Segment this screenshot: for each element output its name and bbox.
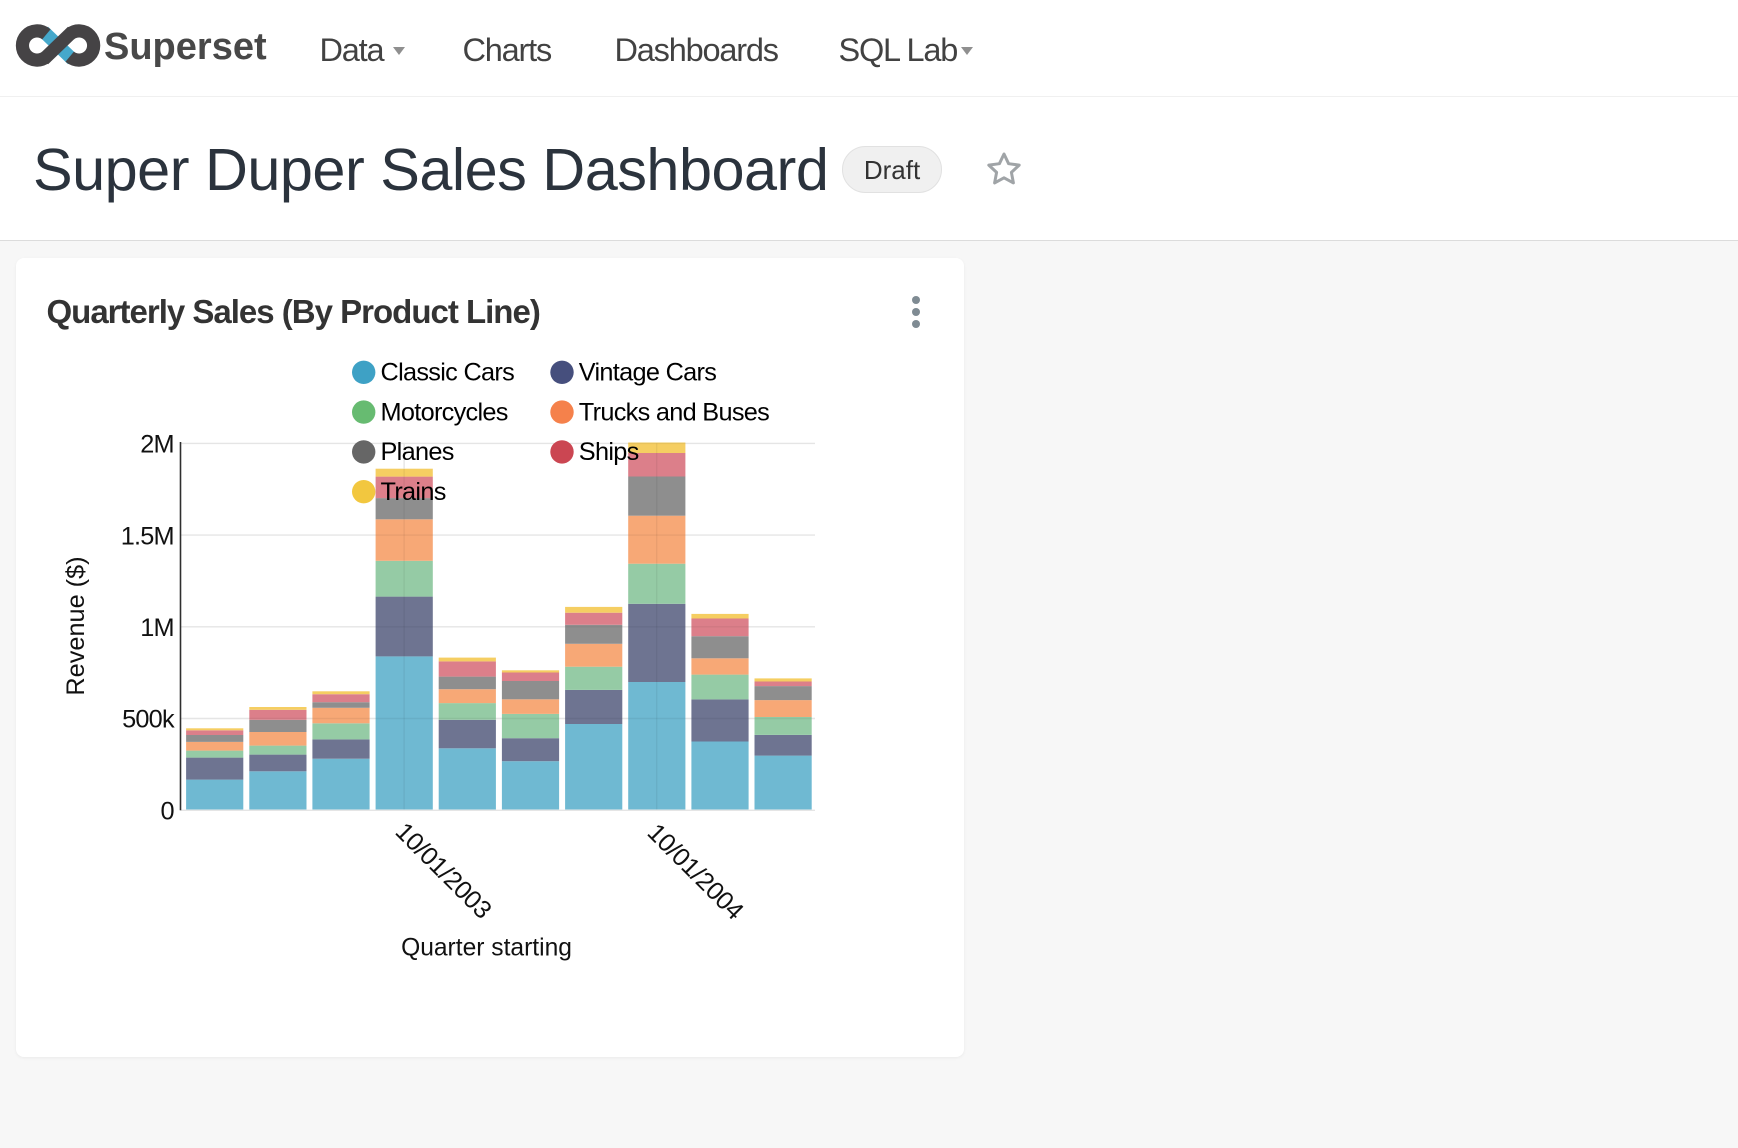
svg-text:2M: 2M [140,431,174,459]
svg-text:1M: 1M [140,614,174,642]
svg-text:Ships: Ships [579,438,639,466]
svg-text:Trucks and Buses: Trucks and Buses [579,398,769,426]
svg-text:1.5M: 1.5M [121,522,174,550]
svg-text:Classic Cars: Classic Cars [381,359,515,387]
svg-text:Revenue ($): Revenue ($) [62,556,90,695]
svg-text:Planes: Planes [381,438,454,466]
svg-text:Quarter starting: Quarter starting [401,935,572,962]
svg-text:10/01/2003: 10/01/2003 [390,817,497,924]
svg-text:Trains: Trains [381,478,446,506]
svg-text:0: 0 [161,798,175,826]
svg-text:Vintage Cars: Vintage Cars [579,359,716,387]
svg-text:500k: 500k [122,706,175,734]
svg-text:Motorcycles: Motorcycles [381,398,508,426]
svg-text:10/01/2004: 10/01/2004 [642,818,749,925]
